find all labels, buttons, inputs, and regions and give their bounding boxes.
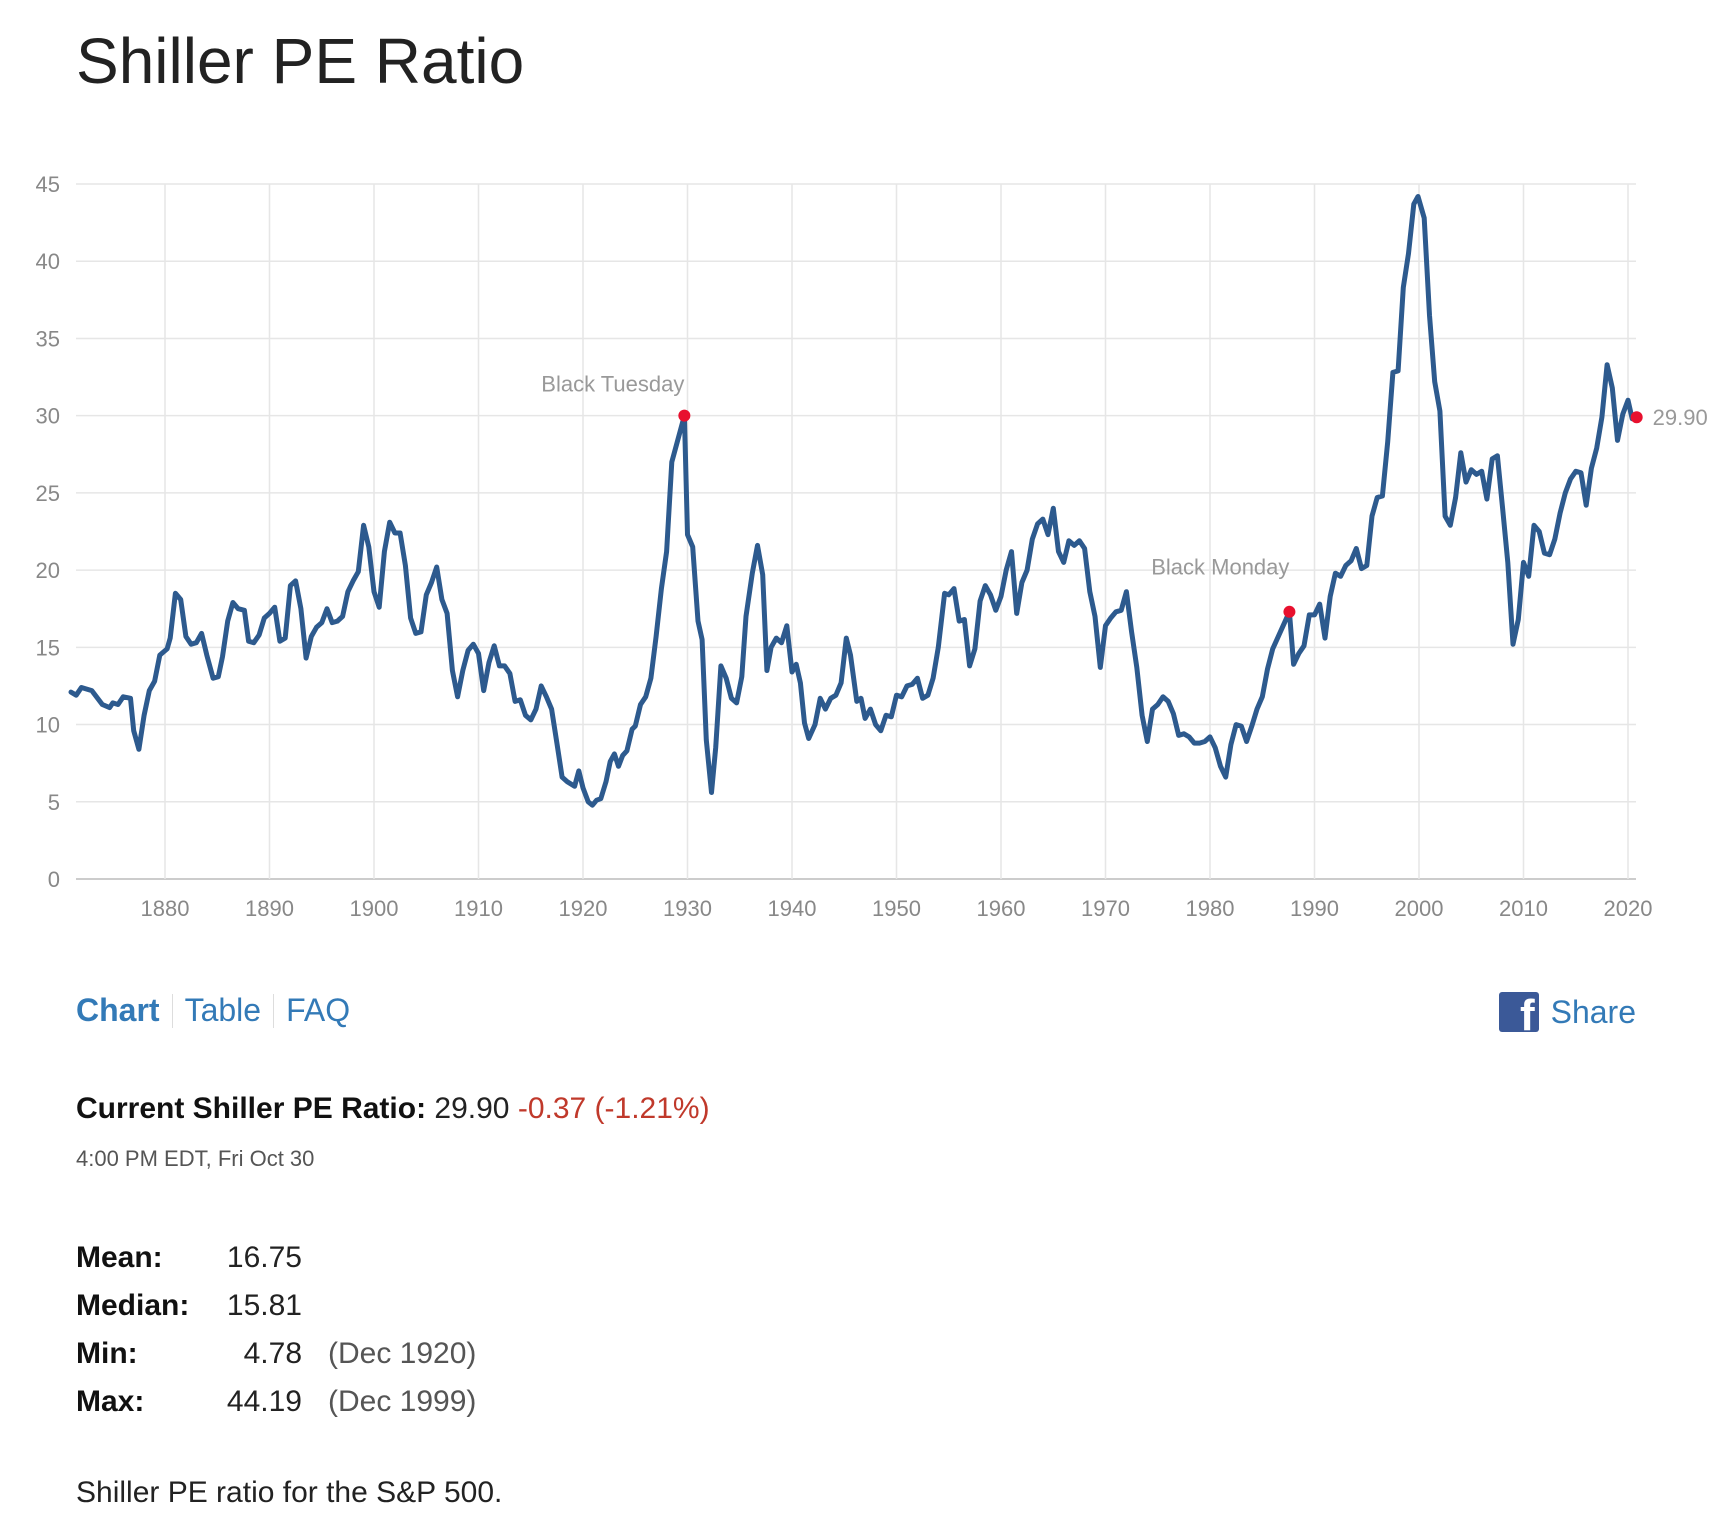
stat-min: Min: 4.78 (Dec 1920): [76, 1330, 476, 1378]
y-tick-label: 40: [36, 249, 60, 274]
share-label: Share: [1550, 993, 1636, 1030]
tab-chart[interactable]: Chart: [76, 992, 160, 1028]
annotation-marker: [1630, 411, 1643, 424]
y-tick-label: 0: [48, 867, 60, 892]
x-tick-label: 1990: [1290, 896, 1339, 921]
annotation-marker: [1283, 605, 1296, 618]
x-tick-label: 1880: [141, 896, 190, 921]
pe-series-line: [68, 194, 1640, 808]
stat-label: Min:: [76, 1337, 138, 1370]
x-tick-label: 1920: [559, 896, 608, 921]
y-axis-labels: 0 5 10 15 20 25 30 35 40 45: [36, 172, 60, 892]
stat-max: Max: 44.19 (Dec 1999): [76, 1378, 476, 1426]
stat-date: (Dec 1920): [328, 1337, 477, 1370]
grid: [76, 183, 1636, 880]
x-axis-labels: 1880 1890 1900 1910 1920 1930 1940 1950 1960 1970…: [141, 896, 1653, 921]
stat-value: 16.75: [226, 1241, 302, 1274]
annotation-marker: [678, 409, 691, 422]
annotation-label: Black Tuesday: [541, 372, 684, 397]
y-tick-label: 10: [36, 713, 60, 738]
stat-value: 4.78: [243, 1337, 302, 1370]
current-label: Current Shiller PE Ratio:: [76, 1092, 427, 1125]
x-tick-label: 1900: [350, 896, 399, 921]
annotation-label: 29.90: [1653, 405, 1708, 430]
y-tick-label: 15: [36, 635, 60, 660]
stat-label: Mean:: [76, 1241, 163, 1274]
stat-date: (Dec 1999): [328, 1385, 477, 1418]
x-tick-label: 2000: [1395, 896, 1444, 921]
tab-table[interactable]: Table: [184, 992, 262, 1028]
x-tick-label: 2010: [1499, 896, 1548, 921]
current-value: Current Shiller PE Ratio: 29.90 -0.37 (-…: [76, 1092, 710, 1126]
stat-median: Median: 15.81: [76, 1282, 476, 1330]
stats-table: Mean: 16.75 Median: 15.81 Min: 4.78 (Dec 192…: [76, 1234, 476, 1426]
x-tick-label: 1950: [872, 896, 921, 921]
divider: [273, 993, 275, 1028]
x-tick-label: 1980: [1186, 896, 1235, 921]
timestamp: 4:00 PM EDT, Fri Oct 30: [76, 1146, 315, 1171]
y-tick-label: 30: [36, 404, 60, 429]
stat-value: 44.19: [226, 1385, 302, 1418]
x-tick-label: 1930: [663, 896, 712, 921]
facebook-icon: f: [1498, 992, 1539, 1032]
stat-mean: Mean: 16.75: [76, 1234, 476, 1282]
share-button[interactable]: f Share: [1498, 992, 1636, 1032]
stat-label: Median:: [76, 1289, 190, 1322]
divider: [171, 993, 173, 1028]
x-tick-label: 1890: [245, 896, 294, 921]
tab-faq[interactable]: FAQ: [286, 992, 351, 1028]
x-tick-label: 1960: [977, 896, 1026, 921]
annotations: Black Tuesday Black Monday 29.90: [541, 372, 1708, 618]
annotation-label: Black Monday: [1151, 555, 1289, 580]
view-tabs: Chart Table FAQ: [76, 992, 350, 1029]
x-tick-label: 1910: [454, 896, 503, 921]
x-tick-label: 1940: [768, 896, 817, 921]
y-tick-label: 20: [36, 558, 60, 583]
y-tick-label: 5: [48, 790, 60, 815]
current-change: -0.37 (-1.21%): [517, 1092, 710, 1125]
y-tick-label: 25: [36, 481, 60, 506]
y-tick-label: 35: [36, 326, 60, 351]
x-tick-label: 1970: [1081, 896, 1130, 921]
stat-label: Max:: [76, 1385, 145, 1418]
y-tick-label: 45: [36, 172, 60, 197]
description: Shiller PE ratio for the S&P 500.: [76, 1476, 503, 1509]
current-number: 29.90: [434, 1092, 510, 1125]
stat-value: 15.81: [226, 1289, 302, 1322]
page-title: Shiller PE Ratio: [76, 25, 525, 97]
x-tick-label: 2020: [1604, 896, 1653, 921]
